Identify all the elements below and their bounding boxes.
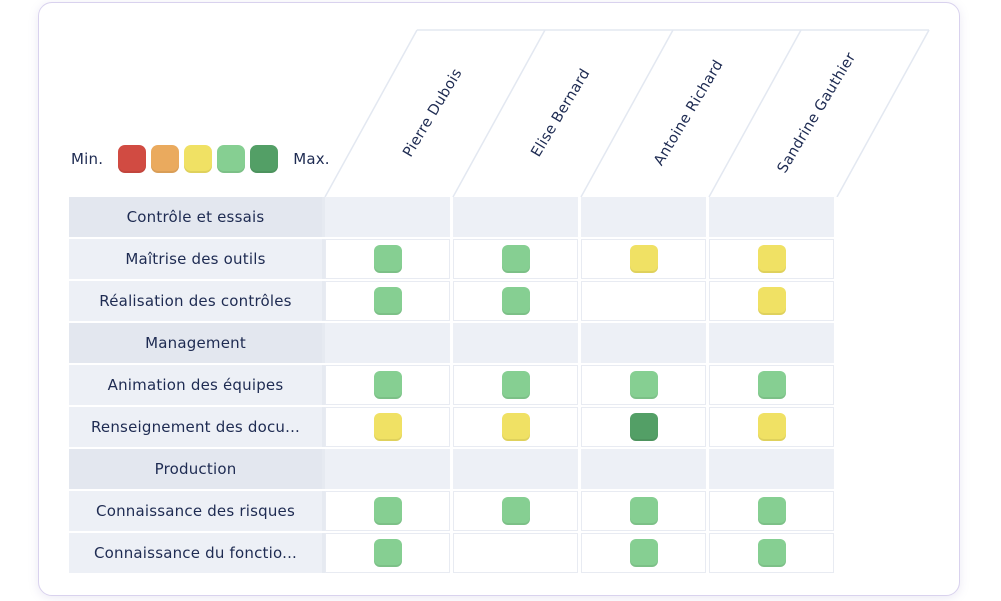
matrix-cell[interactable] [453,281,578,321]
matrix-cell[interactable] [709,281,834,321]
category-row-cell [581,323,706,363]
category-row-cell [453,197,578,237]
level-square [757,287,786,315]
skill-row-label: Renseignement des docu... [69,407,322,447]
level-square [501,371,530,399]
matrix-cell[interactable] [581,491,706,531]
category-row-label: Contrôle et essais [69,197,322,237]
skills-matrix: Pierre Dubois Elise Bernard Antoine Richar… [69,29,935,573]
matrix-cell[interactable] [453,491,578,531]
legend-level-swatch [217,145,246,173]
matrix-cell[interactable] [581,533,706,573]
matrix-grid: Contrôle et essais Maîtrise des outils Réa… [69,197,935,573]
skill-row-label: Maîtrise des outils [69,239,322,279]
matrix-cell[interactable] [709,239,834,279]
category-row-cell [581,449,706,489]
matrix-cell[interactable] [325,407,450,447]
skill-row-label: Réalisation des contrôles [69,281,322,321]
level-square [757,539,786,567]
level-square [373,287,402,315]
matrix-cell[interactable] [325,491,450,531]
level-square [757,371,786,399]
category-row-label: Management [69,323,322,363]
matrix-cell[interactable] [581,365,706,405]
level-square [629,245,658,273]
category-row-cell [709,197,834,237]
matrix-cell[interactable] [709,365,834,405]
header-grid-lines [324,29,930,197]
level-square [501,413,530,441]
level-square [757,497,786,525]
legend-level-swatch [184,145,213,173]
skill-row-label: Connaissance des risques [69,491,322,531]
skills-matrix-card: Pierre Dubois Elise Bernard Antoine Richar… [38,2,960,596]
level-square [757,245,786,273]
category-row-cell [325,449,450,489]
header-slant-line [452,29,546,197]
category-row-cell [325,323,450,363]
legend-level-swatch [151,145,180,173]
matrix-cell[interactable] [709,533,834,573]
level-square [629,371,658,399]
matrix-cell[interactable] [453,239,578,279]
matrix-cell[interactable] [453,407,578,447]
category-row-cell [581,197,706,237]
level-square [501,287,530,315]
header-slant-line [324,29,418,197]
header-slant-line [580,29,674,197]
level-square [373,245,402,273]
matrix-cell[interactable] [453,533,578,573]
level-square [629,497,658,525]
level-square [373,371,402,399]
matrix-cell[interactable] [325,365,450,405]
matrix-cell[interactable] [325,239,450,279]
category-row-cell [453,323,578,363]
level-square [373,413,402,441]
level-square [501,497,530,525]
category-row-cell [709,323,834,363]
matrix-cell[interactable] [709,491,834,531]
matrix-cell[interactable] [709,407,834,447]
legend-level-swatch [250,145,279,173]
matrix-cell[interactable] [453,365,578,405]
level-square [757,413,786,441]
category-row-cell [453,449,578,489]
skill-row-label: Animation des équipes [69,365,322,405]
matrix-cell[interactable] [581,407,706,447]
legend-max-label: Max. [293,150,330,168]
legend-level-swatch [118,145,147,173]
category-row-label: Production [69,449,322,489]
category-row-cell [325,197,450,237]
level-square [629,539,658,567]
level-square [629,413,658,441]
header-slant-line [708,29,802,197]
matrix-cell[interactable] [325,533,450,573]
skill-row-label: Connaissance du fonctio... [69,533,322,573]
level-square [373,497,402,525]
legend-swatches [118,145,279,173]
level-square [501,245,530,273]
level-square [373,539,402,567]
header-slant-line [836,29,930,197]
matrix-cell[interactable] [325,281,450,321]
color-scale-legend: Min. Max. [71,145,330,173]
legend-min-label: Min. [71,150,104,168]
matrix-cell[interactable] [581,281,706,321]
matrix-cell[interactable] [581,239,706,279]
category-row-cell [709,449,834,489]
matrix-header: Pierre Dubois Elise Bernard Antoine Richar… [69,29,935,197]
